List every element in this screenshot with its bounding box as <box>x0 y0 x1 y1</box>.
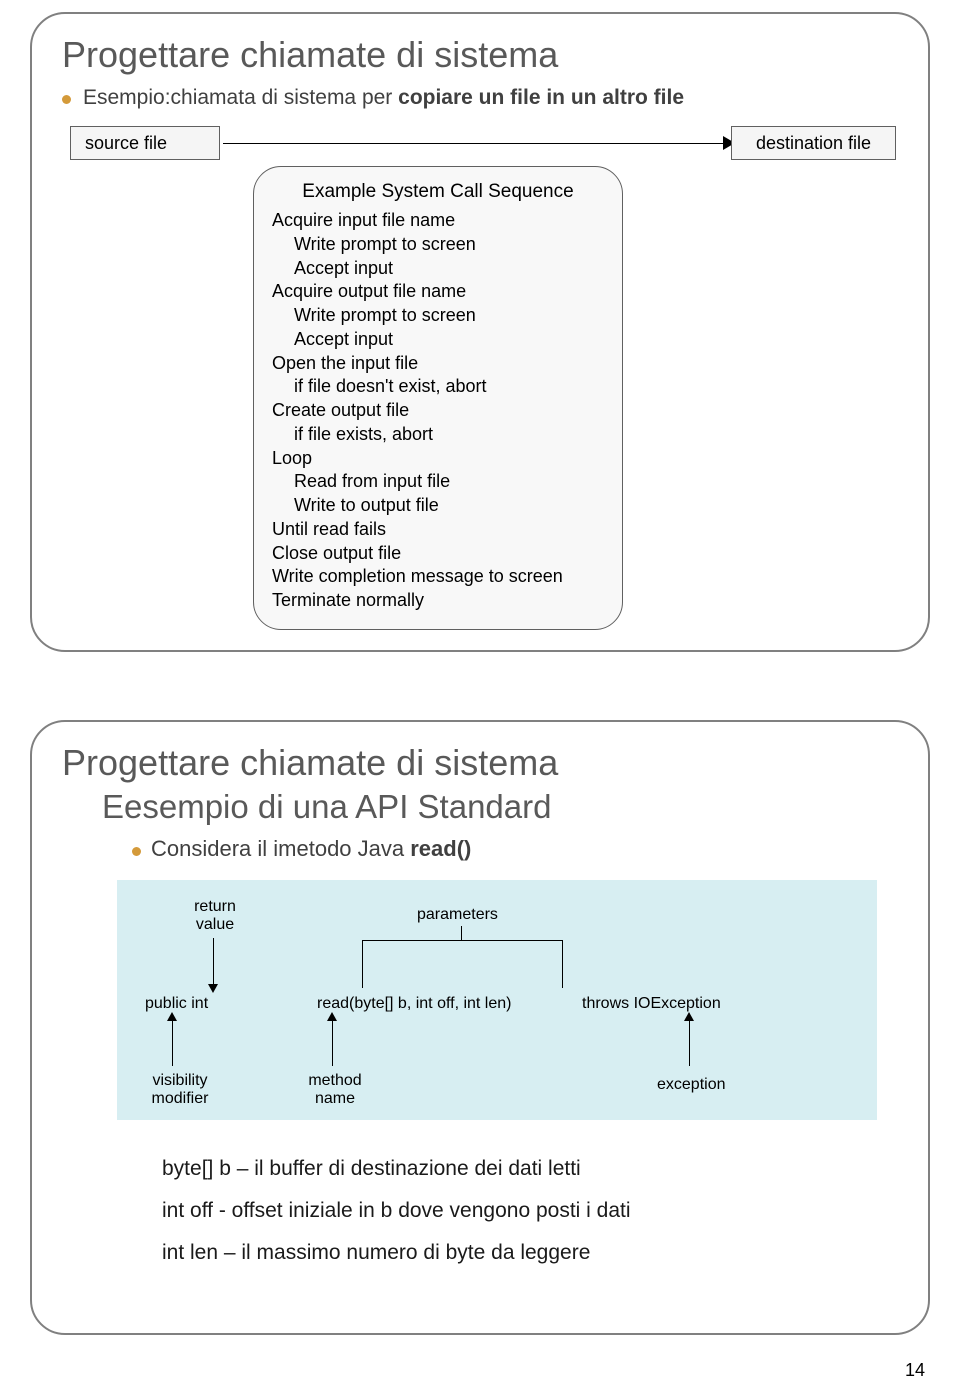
bracket-right <box>562 940 563 988</box>
bracket-stem <box>461 926 462 940</box>
seq-line: if file doesn't exist, abort <box>272 375 604 399</box>
seq-line: Create output file <box>272 399 604 423</box>
slide-2: Progettare chiamate di sistema Eesempio … <box>30 720 930 1335</box>
seq-line: if file exists, abort <box>272 423 604 447</box>
java-api-diagram: returnvalue parameters public int read(b… <box>117 880 877 1120</box>
source-file-box: source file <box>70 126 220 160</box>
seq-line: Write prompt to screen <box>272 233 604 257</box>
slide1-subtitle-row: Esempio:chiamata di sistema per copiare … <box>62 86 898 126</box>
arrow-line <box>223 143 728 144</box>
text-signature: read(byte[] b, int off, int len) <box>317 995 511 1013</box>
seq-line: Acquire input file name <box>272 209 604 233</box>
seq-line: Write to output file <box>272 494 604 518</box>
slide-1: Progettare chiamate di sistema Esempio:c… <box>30 12 930 652</box>
txt-visibility: visibilitymodifier <box>152 1072 209 1107</box>
arrowhead-down-icon <box>208 984 218 993</box>
seq-line: Open the input file <box>272 352 604 376</box>
param-descriptions: byte[] b – il buffer di destinazione dei… <box>162 1150 898 1271</box>
bullet-icon <box>62 95 71 104</box>
param-b: byte[] b – il buffer di destinazione dei… <box>162 1150 898 1188</box>
txt-method: methodname <box>308 1072 361 1107</box>
arrowhead-up-icon <box>327 1012 337 1021</box>
slide1-title: Progettare chiamate di sistema <box>62 34 898 76</box>
seq-title: Example System Call Sequence <box>272 181 604 203</box>
seq-line: Loop <box>272 447 604 471</box>
subtitle-prefix: Esempio:chiamata di sistema per <box>83 86 398 109</box>
slide2-subtitle: Eesempio di una API Standard <box>102 788 898 826</box>
label-exception: exception <box>657 1076 726 1094</box>
seq-line: Accept input <box>272 328 604 352</box>
seq-line: Close output file <box>272 542 604 566</box>
label-visibility: visibilitymodifier <box>145 1072 215 1109</box>
label-return-value: returnvalue <box>185 898 245 935</box>
bullet2-prefix: Considera il imetodo Java <box>151 836 410 861</box>
param-len: int len – il massimo numero di byte da l… <box>162 1234 898 1272</box>
seq-line: Write completion message to screen <box>272 565 604 589</box>
destination-file-box: destination file <box>731 126 896 160</box>
bullet-icon <box>132 847 141 856</box>
txt-return: returnvalue <box>194 898 236 933</box>
label-method-name: methodname <box>305 1072 365 1109</box>
page-number: 14 <box>905 1360 925 1381</box>
arrow-exception <box>689 1018 690 1066</box>
text-public-int: public int <box>145 995 208 1013</box>
seq-line: Write prompt to screen <box>272 304 604 328</box>
slide1-subtitle: Esempio:chiamata di sistema per copiare … <box>83 86 684 110</box>
seq-lines-container: Acquire input file nameWrite prompt to s… <box>272 209 604 613</box>
param-off: int off - offset iniziale in b dove veng… <box>162 1192 898 1230</box>
call-sequence-box: Example System Call Sequence Acquire inp… <box>253 166 623 630</box>
label-parameters: parameters <box>417 906 498 924</box>
arrow-visibility <box>172 1018 173 1066</box>
seq-line: Read from input file <box>272 470 604 494</box>
bracket-left <box>362 940 363 988</box>
slide2-bullet: Considera il imetodo Java read() <box>132 836 898 862</box>
diagram-file-copy: source file destination file Example Sys… <box>68 126 898 646</box>
arrow-method <box>332 1018 333 1066</box>
seq-line: Acquire output file name <box>272 280 604 304</box>
seq-line: Terminate normally <box>272 589 604 613</box>
arrowhead-up-icon <box>167 1012 177 1021</box>
seq-line: Until read fails <box>272 518 604 542</box>
seq-line: Accept input <box>272 257 604 281</box>
slide2-title: Progettare chiamate di sistema <box>62 742 898 784</box>
arrowhead-up-icon <box>684 1012 694 1021</box>
arrow-return <box>213 938 214 988</box>
text-throws: throws IOException <box>582 995 721 1013</box>
subtitle-bold: copiare un file in un altro file <box>398 86 684 109</box>
bracket-top <box>362 940 562 941</box>
bullet2-bold: read() <box>410 836 471 861</box>
